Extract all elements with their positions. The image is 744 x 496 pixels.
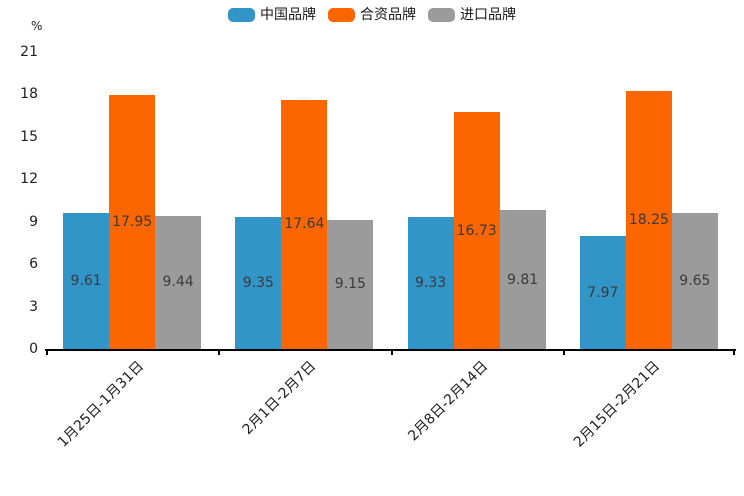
legend-swatch-icon <box>428 8 455 22</box>
bar-中国品牌-2: 9.35 <box>235 216 282 349</box>
x-axis-tick <box>46 349 48 355</box>
bar-合资品牌-2: 17.64 <box>281 99 328 349</box>
bar-中国品牌-1: 9.61 <box>63 213 110 349</box>
bar-合资品牌-1: 17.95 <box>109 95 156 349</box>
bar-进口品牌-2: 9.15 <box>327 219 374 349</box>
legend-item-1: 中国品牌 <box>228 8 316 22</box>
y-tick-label: 18 <box>20 86 38 103</box>
bar-中国品牌-4: 7.97 <box>579 236 626 349</box>
bar-value-label: 9.15 <box>334 276 366 293</box>
bar-value-label: 17.64 <box>284 216 325 233</box>
bar-value-label: 9.44 <box>162 274 194 291</box>
y-tick-label: 21 <box>20 44 38 60</box>
bar-value-label: 9.61 <box>70 273 102 290</box>
y-tick-label: 0 <box>29 341 38 357</box>
bar-合资品牌-4: 18.25 <box>625 90 672 349</box>
y-tick-label: 12 <box>20 171 38 188</box>
y-tick-label: 3 <box>29 298 38 315</box>
bar-中国品牌-3: 9.33 <box>407 217 454 349</box>
bar-value-label: 16.73 <box>456 222 497 239</box>
x-category-label: 2月8日-2月14日 <box>405 358 492 445</box>
bar-value-label: 7.97 <box>587 284 619 301</box>
legend-item-3: 进口品牌 <box>428 8 516 22</box>
chart-legend: 中国品牌 合资品牌 进口品牌 <box>0 8 744 22</box>
plot-area: 9.61 17.95 9.44 1月25日-1月31日 9.35 17.64 9.15 2月1… <box>45 52 736 451</box>
bar-value-label: 9.35 <box>242 274 274 291</box>
legend-label: 进口品牌 <box>460 7 516 23</box>
x-axis-tick <box>733 349 735 355</box>
bar-value-label: 18.25 <box>628 211 669 228</box>
y-axis-unit-label: % <box>31 19 43 33</box>
x-category-label: 2月1日-2月7日 <box>239 358 319 438</box>
legend-label: 合资品牌 <box>360 7 416 23</box>
x-axis-tick <box>563 349 565 355</box>
x-axis-line <box>45 349 736 351</box>
bar-value-label: 9.81 <box>507 271 539 288</box>
bar-value-label: 9.65 <box>679 272 711 289</box>
bar-进口品牌-3: 9.81 <box>499 210 546 349</box>
legend-swatch-icon <box>328 8 355 22</box>
bar-进口品牌-4: 9.65 <box>671 212 718 349</box>
y-tick-label: 15 <box>20 128 38 145</box>
legend-label: 中国品牌 <box>260 7 316 23</box>
x-category-label: 1月25日-1月31日 <box>54 358 147 451</box>
x-category-label: 2月15日-2月21日 <box>571 358 664 451</box>
y-tick-label: 9 <box>29 213 38 230</box>
bar-value-label: 17.95 <box>112 214 153 231</box>
legend-item-2: 合资品牌 <box>328 8 416 22</box>
x-axis-tick <box>218 349 220 355</box>
bar-进口品牌-1: 9.44 <box>155 215 202 349</box>
bar-value-label: 9.33 <box>415 275 447 292</box>
bar-合资品牌-3: 16.73 <box>453 112 500 349</box>
x-axis-tick <box>391 349 393 355</box>
legend-swatch-icon <box>228 8 255 22</box>
y-tick-label: 6 <box>29 256 38 273</box>
